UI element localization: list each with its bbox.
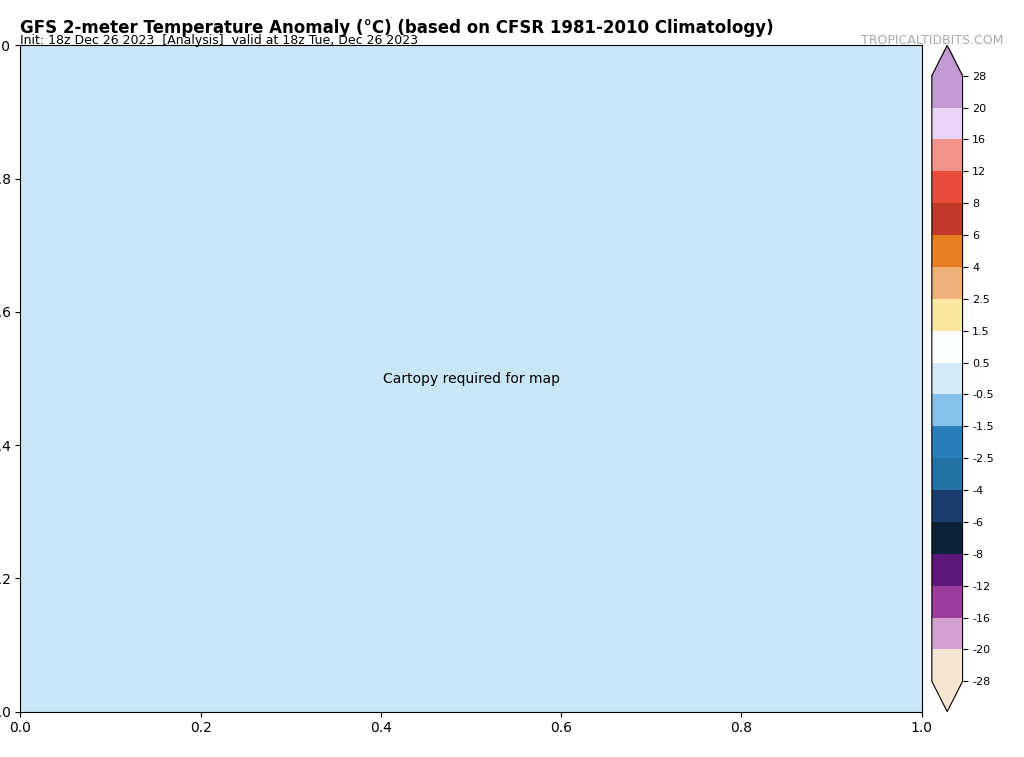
Text: Init: 18z Dec 26 2023  [Analysis]  valid at 18z Tue, Dec 26 2023: Init: 18z Dec 26 2023 [Analysis] valid a… bbox=[20, 34, 419, 47]
Text: Cartopy required for map: Cartopy required for map bbox=[383, 372, 559, 385]
Text: GFS 2-meter Temperature Anomaly (°C) (based on CFSR 1981-2010 Climatology): GFS 2-meter Temperature Anomaly (°C) (ba… bbox=[20, 19, 774, 37]
PathPatch shape bbox=[932, 681, 963, 712]
Text: TROPICALTIDBITS.COM: TROPICALTIDBITS.COM bbox=[861, 34, 1004, 47]
PathPatch shape bbox=[932, 45, 963, 76]
